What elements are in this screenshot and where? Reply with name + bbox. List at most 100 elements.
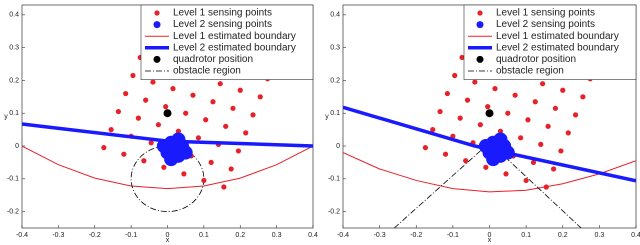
point <box>203 117 209 123</box>
x-tick-label: 0 <box>166 232 170 239</box>
legend-marker <box>153 21 161 29</box>
x-tick-label: -0.3 <box>374 232 386 239</box>
point <box>545 123 551 129</box>
x-tick-label: 0.4 <box>308 232 318 239</box>
line <box>343 152 636 193</box>
legend-label: quadrotor position <box>496 54 576 65</box>
point <box>543 184 549 190</box>
line <box>394 148 483 228</box>
point <box>540 81 546 87</box>
point <box>457 115 463 121</box>
x-tick-label: 0.3 <box>272 232 282 239</box>
point <box>163 104 169 110</box>
point <box>550 166 557 172</box>
point <box>505 110 511 116</box>
point <box>195 135 202 141</box>
point <box>525 117 531 123</box>
point <box>121 151 127 157</box>
legend-label: quadrotor position <box>173 54 253 65</box>
point <box>512 92 518 98</box>
legend-box <box>463 4 637 80</box>
legend-marker <box>476 21 484 29</box>
x-axis-label: x <box>488 237 492 244</box>
point <box>223 123 229 129</box>
y-tick-label: -0.1 <box>328 176 340 183</box>
point <box>483 164 489 170</box>
point <box>518 135 524 141</box>
y-tick-label: 0 <box>336 143 340 150</box>
y-tick-label: -0.2 <box>7 208 19 215</box>
point <box>123 90 129 97</box>
y-axis-label: y <box>4 113 8 120</box>
point <box>181 171 187 177</box>
plot-area <box>22 36 313 213</box>
x-tick-label: 0.4 <box>631 232 640 239</box>
point <box>190 92 196 98</box>
legend-label: Level 2 estimated boundary <box>496 42 619 53</box>
point <box>523 177 529 184</box>
x-tick-label: 0.2 <box>235 232 245 239</box>
panel: -0.4 -0.3 -0.2 -0.1 0 0.1 0.2 0.3 0.4 -0.2 -0.1 0 0.… <box>325 4 640 244</box>
legend-label: Level 1 sensing points <box>496 8 595 19</box>
point <box>150 79 156 85</box>
x-tick-label: -0.1 <box>125 232 137 239</box>
point <box>485 104 491 110</box>
point <box>463 158 469 164</box>
x-tick-label: 0 <box>488 232 492 239</box>
point <box>155 122 162 128</box>
point <box>464 97 471 103</box>
point <box>163 109 172 118</box>
point <box>230 105 236 111</box>
legend-label: Level 1 estimated boundary <box>496 31 619 42</box>
y-tick-label: 0.1 <box>9 110 19 117</box>
legend-box <box>140 4 314 80</box>
x-tick-label: -0.4 <box>337 232 349 239</box>
point <box>183 110 189 116</box>
point <box>208 159 214 166</box>
point <box>530 159 537 166</box>
point <box>210 99 216 105</box>
x-tick-label: -0.2 <box>89 232 101 239</box>
legend-label: obstacle region <box>496 66 564 77</box>
y-tick-label: 0.4 <box>330 12 340 19</box>
point <box>492 86 498 92</box>
point <box>485 109 494 118</box>
y-tick-label: 0.3 <box>9 44 19 51</box>
legend-label: Level 2 estimated boundary <box>173 42 296 53</box>
point <box>538 141 544 147</box>
y-tick-label: 0.3 <box>330 44 340 51</box>
point <box>171 132 186 147</box>
point <box>175 128 182 134</box>
y-tick-label: -0.2 <box>328 208 340 215</box>
y-tick-label: 0.2 <box>330 77 340 84</box>
y-axis-label: y <box>325 113 329 120</box>
point <box>430 127 436 133</box>
legend-label: Level 1 sensing points <box>173 8 272 19</box>
point <box>141 158 147 164</box>
point <box>558 148 564 154</box>
y-tick-label: 0.1 <box>330 110 340 117</box>
point <box>560 87 566 93</box>
point <box>257 94 263 100</box>
y-tick-label: -0.1 <box>7 176 19 183</box>
point <box>130 72 136 79</box>
point <box>565 130 571 136</box>
point <box>170 86 176 92</box>
x-tick-label: -0.1 <box>447 232 459 239</box>
y-tick-label: 0.4 <box>9 12 19 19</box>
panel: -0.4 -0.3 -0.2 -0.1 0 0.1 0.2 0.3 0.4 -0.2 -0.1 0 0.… <box>4 4 318 244</box>
point <box>101 145 107 151</box>
point <box>235 148 242 154</box>
point <box>135 115 141 121</box>
point <box>228 166 234 172</box>
y-tick-label: 0 <box>15 143 19 150</box>
x-tick-label: 0.2 <box>558 232 568 239</box>
y-tick-label: 0.2 <box>9 77 19 84</box>
point <box>161 164 167 170</box>
line <box>343 105 636 183</box>
point <box>221 184 227 190</box>
point <box>472 79 478 85</box>
